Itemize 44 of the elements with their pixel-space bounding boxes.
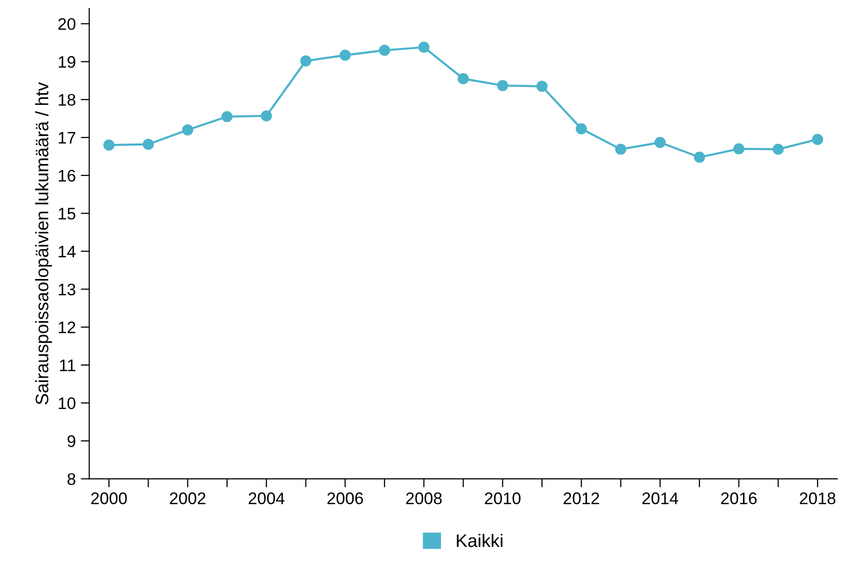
x-tick-label: 2018 — [800, 492, 836, 504]
point — [458, 73, 469, 84]
y-axis-title: Sairauspoissaolopäivien lukumäärä / htv — [35, 82, 52, 404]
point — [694, 152, 706, 163]
y-tick-label: 12 — [58, 322, 76, 334]
y-tick-label: 9 — [68, 435, 76, 448]
x-tick-label: 2002 — [170, 492, 206, 504]
x-tick-label: 2012 — [564, 492, 600, 504]
point — [654, 136, 666, 148]
y-tick-label: 17 — [58, 132, 76, 144]
y-tick-label: 18 — [58, 94, 76, 106]
legend-label: Kaikki — [456, 534, 502, 548]
x-tick-label: 2010 — [484, 492, 521, 504]
y-tick-label: 20 — [58, 18, 76, 30]
x-tick-label: 2006 — [327, 492, 363, 504]
point — [812, 134, 824, 145]
x-tick-label: 2014 — [642, 492, 678, 504]
y-tick-label: 8 — [68, 473, 76, 486]
point — [142, 138, 154, 150]
point — [378, 44, 390, 56]
point — [182, 124, 194, 136]
y-tick-label: 14 — [58, 246, 76, 258]
y-tick-label: 19 — [58, 56, 76, 68]
point — [615, 144, 626, 155]
x-tick-label: 2004 — [248, 492, 284, 504]
point — [536, 80, 548, 92]
y-tick-label: 11 — [60, 360, 76, 372]
point — [260, 110, 272, 122]
y-tick-label: 13 — [58, 284, 76, 296]
point — [418, 42, 430, 53]
x-tick-label: 2008 — [406, 492, 442, 504]
point — [221, 111, 233, 122]
point — [576, 123, 587, 134]
y-tick-label: 15 — [58, 208, 76, 220]
point — [733, 143, 744, 154]
point — [772, 144, 784, 155]
point — [340, 50, 351, 61]
x-tick-label: 2000 — [91, 492, 127, 504]
point — [103, 140, 114, 151]
x-tick-label: 2016 — [721, 492, 757, 504]
point — [497, 80, 508, 92]
y-tick-label: 10 — [58, 397, 76, 410]
point — [300, 55, 312, 66]
y-tick-label: 16 — [58, 170, 76, 182]
